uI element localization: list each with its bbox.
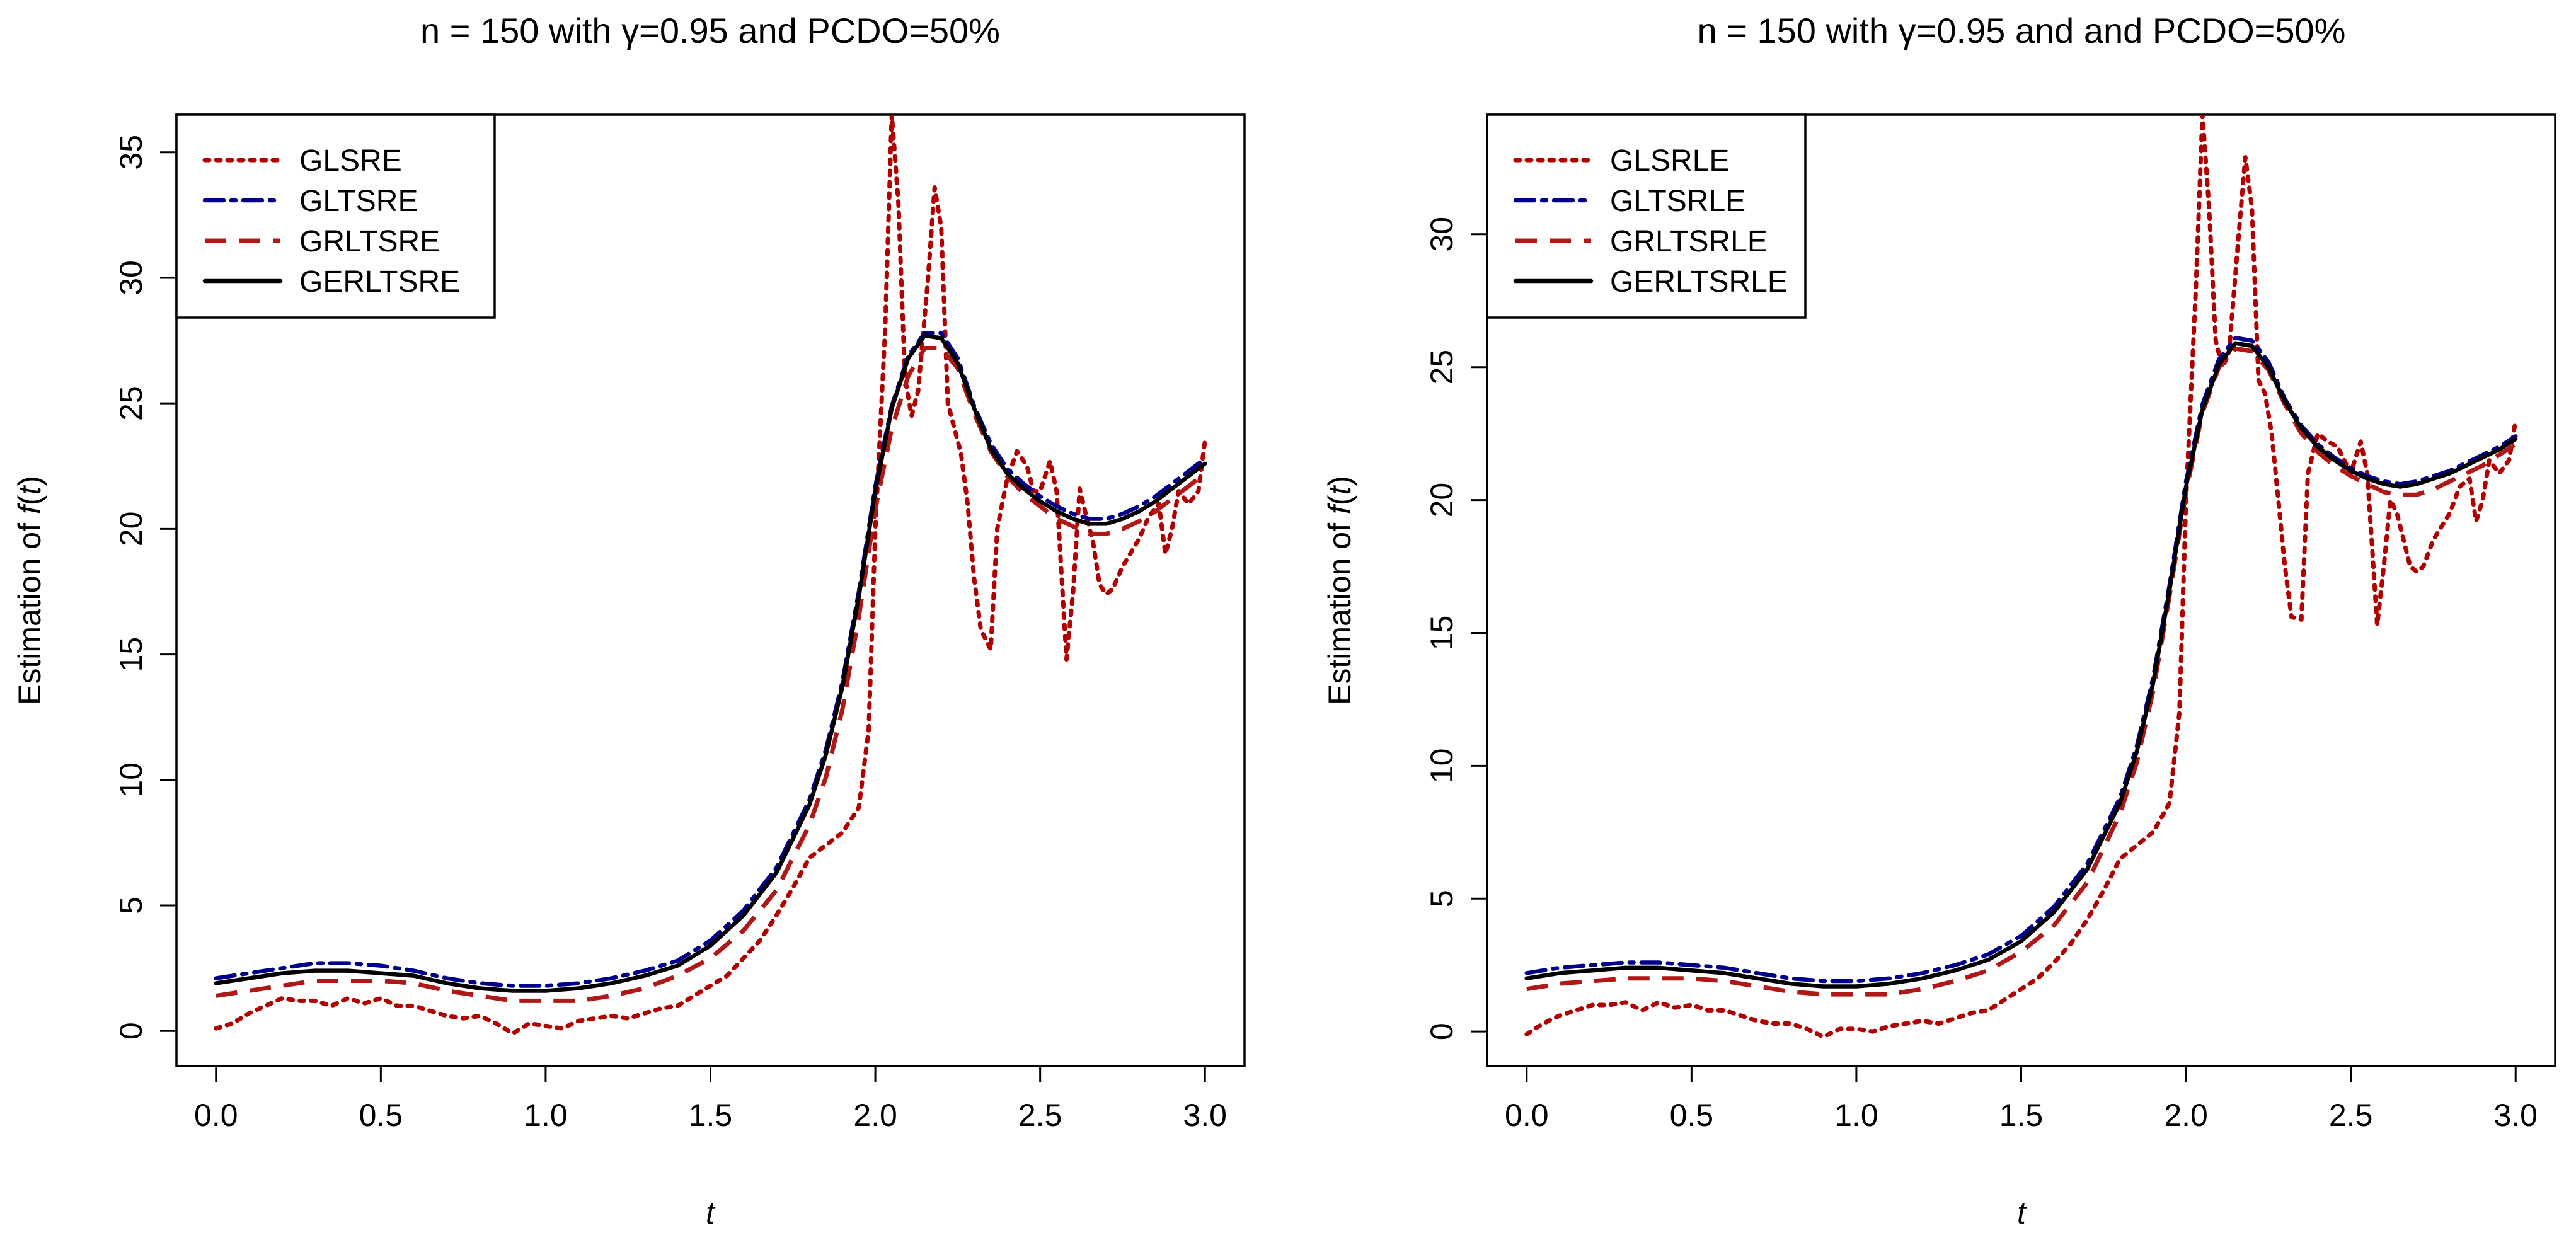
x-tick-label: 0.5 <box>1670 1098 1714 1133</box>
x-tick-label: 1.5 <box>689 1098 733 1133</box>
series-line-gerltsrle <box>1524 341 2518 989</box>
x-tick-label: 2.0 <box>2164 1098 2208 1133</box>
legend: GLSRE GLTSRE GRLTSRE GERLTSRE <box>175 113 496 319</box>
x-tick-label: 0.0 <box>194 1098 238 1133</box>
legend-label: GERLTSRLE <box>1610 265 1788 299</box>
x-tick-label: 1.0 <box>524 1098 568 1133</box>
chart-panel-left: n = 150 with γ=0.95 and PCDO=50% 0.0 0.5 1… <box>12 11 1246 1231</box>
legend-box <box>1486 113 1807 319</box>
x-tick-label: 0.5 <box>359 1098 403 1133</box>
chart-title: n = 150 with γ=0.95 and and PCDO=50% <box>1698 11 2346 50</box>
y-tick-label: 5 <box>113 897 149 914</box>
series-line-glsrle <box>1524 115 2518 1040</box>
y-tick-label: 0 <box>113 1022 149 1040</box>
legend-label: GRLTSRLE <box>1610 225 1768 258</box>
y-tick-label: 30 <box>113 260 149 296</box>
y-tick-label: 25 <box>1424 350 1459 385</box>
x-axis-title: t <box>706 1195 716 1231</box>
series-line-grltsre <box>216 346 1207 1003</box>
series-line-gerltsre <box>214 333 1207 993</box>
y-tick-label: 35 <box>113 135 149 170</box>
y-tick-label: 10 <box>1424 749 1459 784</box>
x-tick-label: 0.0 <box>1505 1098 1549 1133</box>
x-tick-label: 1.0 <box>1834 1098 1878 1133</box>
x-tick-label: 2.0 <box>853 1098 897 1133</box>
y-axis-title: Estimation of f(t) <box>12 476 47 705</box>
y-tick-label: 25 <box>113 386 149 421</box>
x-axis-title: t <box>2017 1195 2027 1231</box>
y-tick-label: 15 <box>113 637 149 672</box>
x-tick-label: 1.5 <box>1999 1098 2044 1133</box>
x-tick-label: 3.0 <box>2493 1098 2538 1133</box>
x-tick-label: 2.5 <box>1018 1098 1062 1133</box>
chart-title: n = 150 with γ=0.95 and PCDO=50% <box>420 11 1000 50</box>
x-tick-label: 2.5 <box>2329 1098 2373 1133</box>
series-line-glsre <box>214 115 1207 1036</box>
legend-label: GRLTSRE <box>299 225 440 258</box>
y-tick-label: 15 <box>1424 616 1459 651</box>
y-tick-label: 20 <box>1424 483 1459 518</box>
y-axis-title: Estimation of f(t) <box>1322 476 1357 705</box>
y-tick-label: 10 <box>113 762 149 798</box>
legend-box <box>175 113 496 319</box>
legend-label: GERLTSRE <box>299 265 460 299</box>
y-tick-label: 5 <box>1424 890 1459 907</box>
legend-label: GLSRE <box>299 144 402 178</box>
chart-panel-right: n = 150 with γ=0.95 and and PCDO=50% 0.0… <box>1322 11 2556 1231</box>
legend-label: GLSRLE <box>1610 144 1729 178</box>
y-tick-label: 30 <box>1424 217 1459 252</box>
x-tick-label: 3.0 <box>1183 1098 1227 1133</box>
legend-label: GLTSRLE <box>1610 185 1745 218</box>
legend-label: GLTSRE <box>299 185 418 218</box>
y-tick-label: 20 <box>113 512 149 547</box>
legend: GLSRLE GLTSRLE GRLTSRLE GERLTSRLE <box>1486 113 1807 319</box>
y-tick-label: 0 <box>1424 1023 1459 1040</box>
